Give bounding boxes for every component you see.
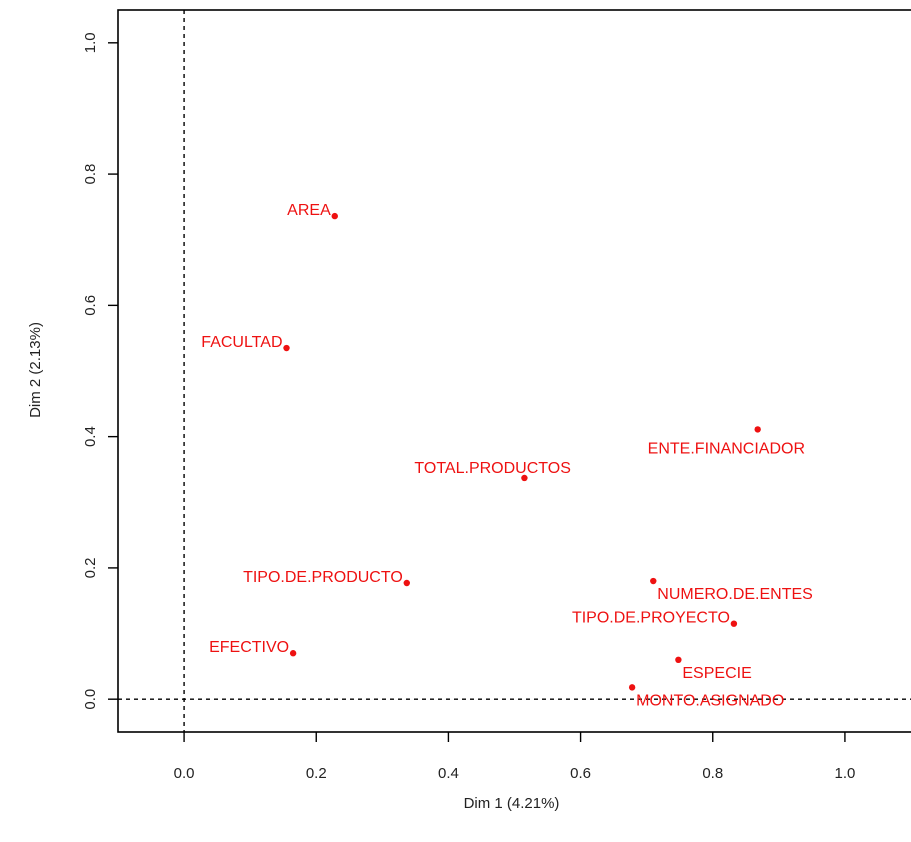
- data-point: [289, 650, 297, 657]
- x-axis-title: Dim 1 (4.21%): [464, 795, 560, 812]
- data-point: [628, 684, 636, 691]
- plot-frame: [117, 9, 911, 733]
- data-points: AREA FACULTAD ENTE.FINANCIADOR TOTAL.PRODUC…: [201, 202, 813, 709]
- point-label: TIPO.DE.PRODUCTO: [243, 569, 403, 586]
- data-point: [403, 579, 410, 587]
- y-axis-title: Dim 2 (2.13%): [27, 322, 44, 418]
- axes: 0.0 0.2 0.4 0.6 0.8 1.0 0.0 0.2 0.4 0.6 0.8 1.0: [82, 9, 911, 782]
- x-tick-label: 0.8: [702, 765, 723, 782]
- data-point: [675, 656, 682, 663]
- point-label: EFECTIVO: [209, 639, 289, 656]
- data-point: [754, 426, 761, 433]
- data-point: [331, 212, 338, 220]
- data-point: [650, 577, 657, 585]
- x-tick-label: 1.0: [834, 765, 855, 782]
- point-label: TOTAL.PRODUCTOS: [414, 460, 570, 477]
- point-label: FACULTAD: [201, 334, 282, 351]
- y-tick-label: 0.8: [82, 164, 99, 185]
- point-label: MONTO.ASIGNADO: [636, 692, 784, 709]
- data-point: [521, 474, 528, 482]
- point-label: NUMERO.DE.ENTES: [657, 586, 813, 603]
- data-point: [283, 344, 290, 352]
- point-label: AREA: [287, 202, 331, 219]
- y-tick-label: 0.4: [82, 426, 99, 447]
- point-label: ESPECIE: [682, 665, 751, 682]
- y-tick-label: 0.2: [82, 557, 99, 578]
- x-tick-label: 0.2: [306, 765, 327, 782]
- x-tick-label: 0.4: [438, 765, 459, 782]
- x-tick-label: 0.6: [570, 765, 591, 782]
- y-tick-label: 1.0: [82, 32, 99, 53]
- data-point: [730, 620, 738, 627]
- reference-lines: [118, 10, 911, 732]
- y-tick-label: 0.0: [82, 689, 99, 710]
- point-label: TIPO.DE.PROYECTO: [572, 610, 730, 627]
- point-label: ENTE.FINANCIADOR: [648, 440, 805, 457]
- x-tick-label: 0.0: [174, 765, 195, 782]
- y-tick-label: 0.6: [82, 295, 99, 316]
